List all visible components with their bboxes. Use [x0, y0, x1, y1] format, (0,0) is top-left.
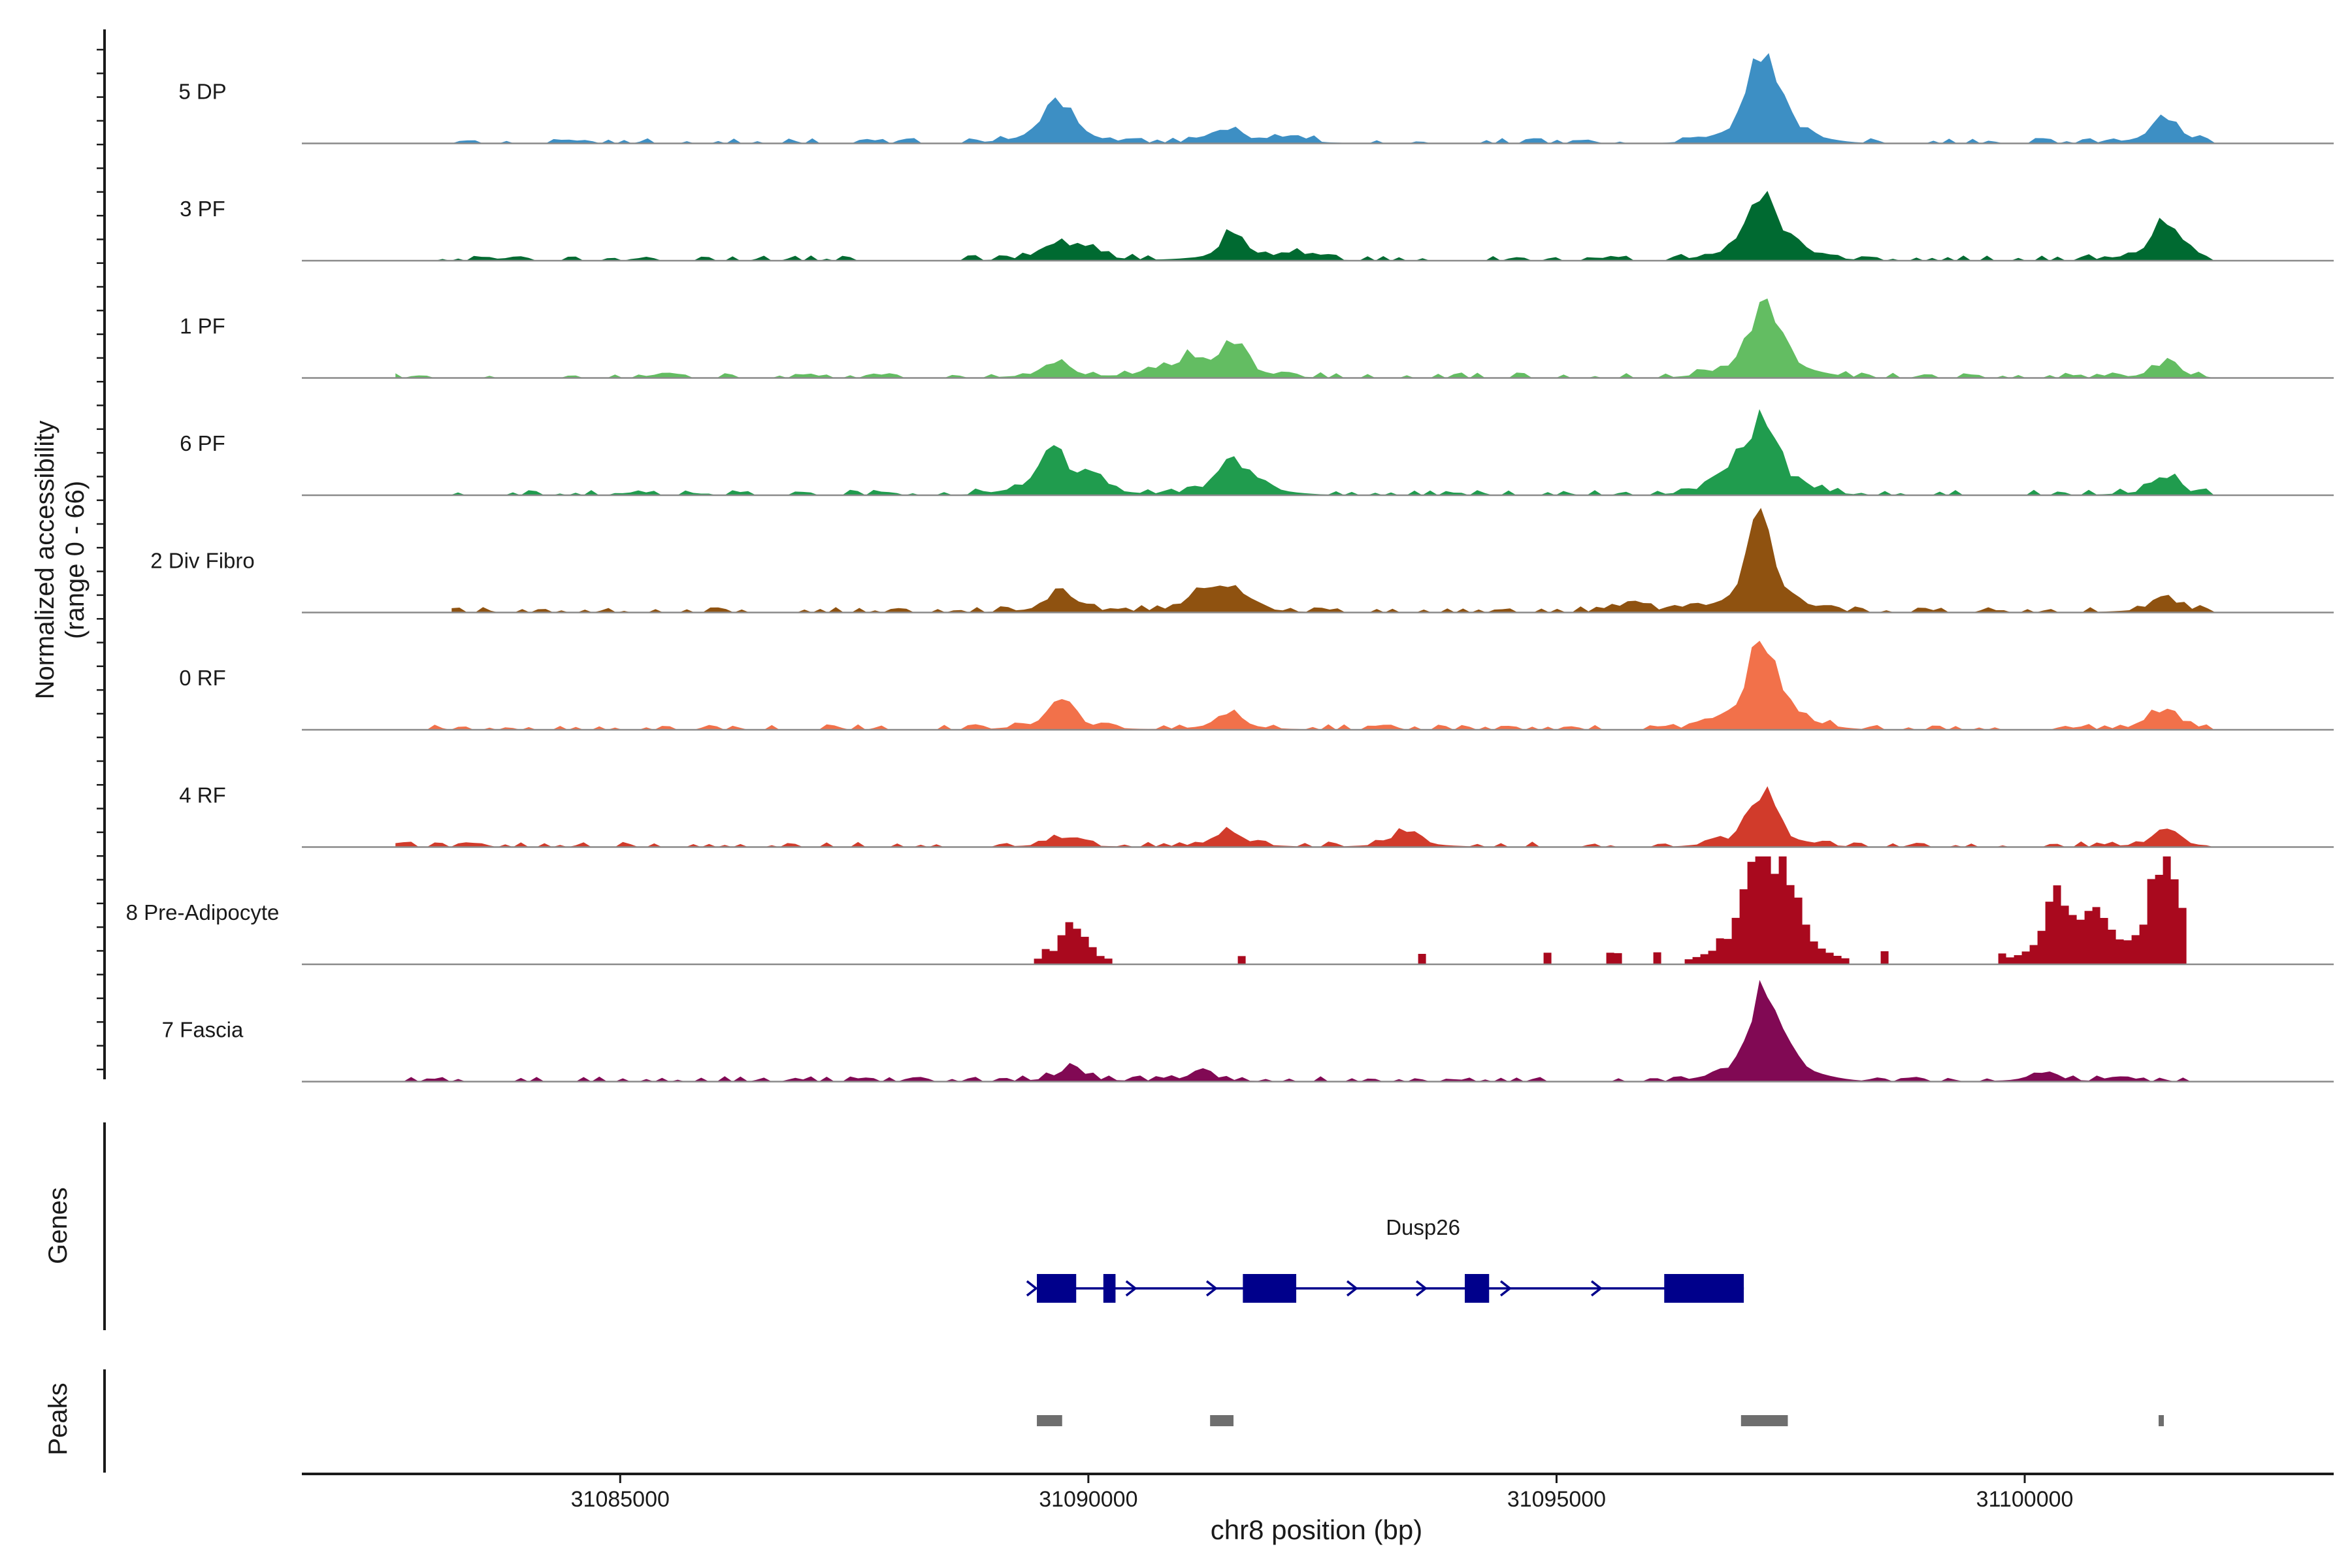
y-axis-title: Normalized accessibility (range 0 - 66) — [31, 421, 90, 700]
peak-region — [1037, 1415, 1062, 1426]
coverage-area — [442, 409, 2214, 495]
x-axis: 31085000 31090000 31095000 31100000 — [302, 1473, 2334, 1512]
track-4-rf: 4 RF — [179, 783, 2334, 848]
coverage-area — [451, 508, 2216, 613]
coverage-tracks: 5 DP 3 PF 1 PF 6 PF 2 Div Fibro 0 RF 4 RF 8 Pre… — [97, 29, 2334, 1083]
gene-exon — [1465, 1274, 1490, 1303]
track-label: 1 PF — [180, 314, 225, 338]
track-label: 0 RF — [179, 666, 226, 690]
track-1-pf: 1 PF — [180, 298, 2334, 379]
gene-exon — [1103, 1274, 1116, 1303]
coverage-area — [395, 640, 2215, 730]
peak-region — [1740, 1415, 1788, 1426]
peak-region — [2158, 1415, 2164, 1426]
gene-exon — [1243, 1274, 1297, 1303]
gene-exon — [1037, 1274, 1077, 1303]
coverage-area — [395, 979, 2215, 1082]
coverage-area — [395, 786, 2215, 847]
track-3-pf: 3 PF — [180, 191, 2334, 262]
peaks-panel-title: Peaks — [44, 1382, 73, 1455]
track-7-fascia: 7 Fascia — [162, 979, 2334, 1083]
track-label: 8 Pre-Adipocyte — [126, 900, 280, 924]
gene-name-label: Dusp26 — [1386, 1215, 1460, 1239]
gene-strand-arrow — [1125, 1280, 1137, 1297]
track-0-rf: 0 RF — [179, 640, 2334, 731]
gene-strand-arrow — [1499, 1280, 1512, 1297]
gene-strand-arrow — [1346, 1280, 1358, 1297]
track-label: 4 RF — [179, 783, 226, 808]
gene-track: Dusp26 — [103, 1122, 1744, 1330]
gene-strand-arrow — [1205, 1280, 1218, 1297]
track-8-pre-adipocyte: 8 Pre-Adipocyte — [126, 856, 2334, 966]
track-label: 6 PF — [180, 431, 225, 455]
coverage-area — [451, 53, 2216, 144]
track-label: 5 DP — [178, 80, 226, 104]
peaks-track — [103, 1369, 2164, 1473]
track-label: 3 PF — [180, 197, 225, 221]
y-axis-title-line1: Normalized accessibility — [31, 421, 59, 700]
gene-strand-arrow — [1591, 1280, 1603, 1297]
track-label: 2 Div Fibro — [150, 549, 255, 573]
track-6-pf: 6 PF — [180, 409, 2334, 497]
track-2-div-fibro: 2 Div Fibro — [150, 508, 2334, 613]
gene-strand-arrow — [1026, 1280, 1038, 1297]
peak-region — [1210, 1415, 1234, 1426]
track-label: 7 Fascia — [162, 1018, 244, 1042]
x-tick-label: 31085000 — [571, 1487, 670, 1512]
x-tick-label: 31090000 — [1039, 1487, 1137, 1512]
gene-exon — [1664, 1274, 1744, 1303]
coverage-area — [395, 191, 2215, 261]
coverage-area — [994, 856, 2187, 964]
x-tick-label: 31100000 — [1976, 1487, 2074, 1512]
gene-strand-arrow — [1415, 1280, 1428, 1297]
x-tick-label: 31095000 — [1507, 1487, 1606, 1512]
y-axis-title-line2: (range 0 - 66) — [61, 481, 90, 639]
genes-panel-title: Genes — [44, 1187, 73, 1264]
x-axis-title: chr8 position (bp) — [1211, 1514, 1423, 1545]
coverage-area — [395, 298, 2215, 378]
track-5-dp: 5 DP — [178, 53, 2334, 144]
